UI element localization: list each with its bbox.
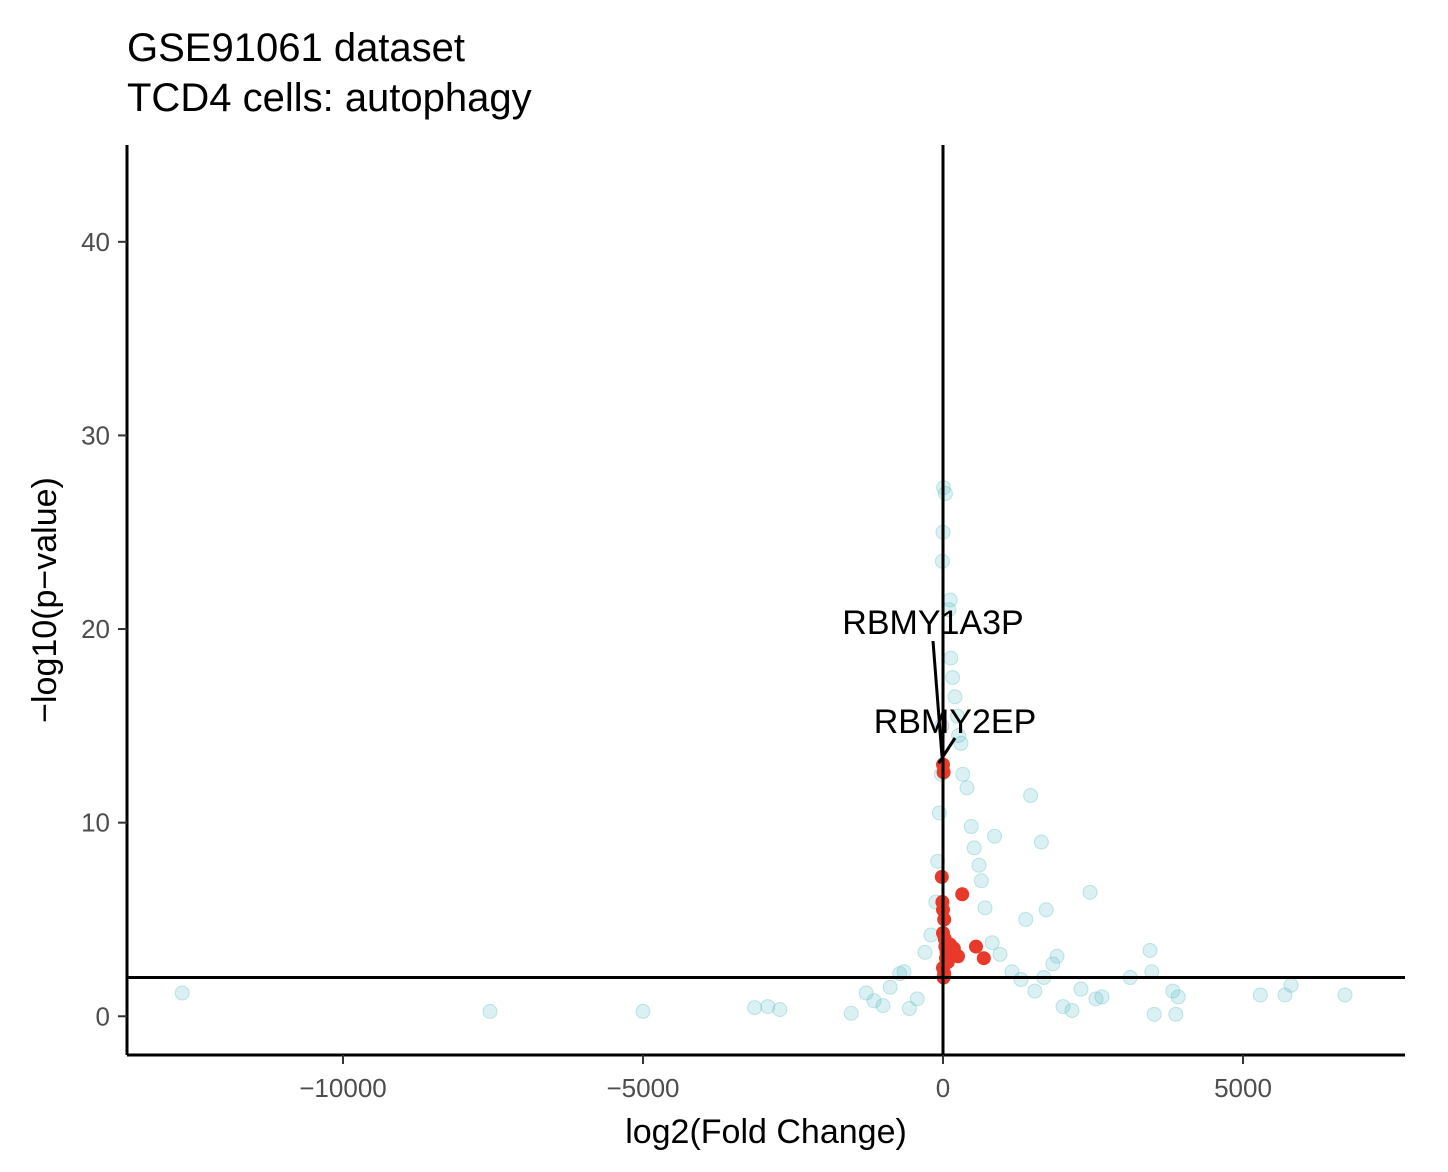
background-gene-point	[1277, 987, 1293, 1003]
highlighted-gene-point	[955, 887, 970, 902]
y-axis-title: −log10(p−value)	[26, 477, 64, 723]
highlighted-gene-point	[976, 951, 991, 966]
background-gene-point	[1146, 1006, 1162, 1022]
background-gene-point	[1055, 999, 1071, 1015]
background-gene-point	[875, 998, 891, 1014]
background-gene-point	[945, 669, 961, 685]
background-gene-point	[1045, 956, 1061, 972]
annotation-leader-line	[937, 737, 957, 765]
background-gene-point	[1049, 948, 1065, 964]
background-gene-point	[1064, 1002, 1080, 1018]
background-gene-point	[917, 944, 933, 960]
background-gene-point	[174, 985, 190, 1001]
background-gene-point	[866, 993, 882, 1009]
background-gene-point	[1023, 788, 1039, 804]
background-gene-point	[1142, 942, 1158, 958]
y-tick-label: 40	[81, 227, 110, 257]
background-gene-point	[882, 979, 898, 995]
x-tick-label: −10000	[299, 1073, 386, 1103]
gene-annotations: RBMY1A3P RBMY2EP	[842, 604, 1037, 765]
background-gene-point	[1170, 989, 1186, 1005]
background-gene-points	[174, 480, 1353, 1022]
background-gene-point	[943, 650, 959, 666]
background-gene-point	[987, 828, 1003, 844]
background-gene-point	[909, 991, 925, 1007]
background-gene-point	[949, 708, 965, 724]
background-gene-point	[937, 486, 953, 502]
background-gene-point	[930, 853, 946, 869]
x-tick-label: 5000	[1214, 1073, 1272, 1103]
background-gene-point	[1165, 983, 1181, 999]
background-gene-point	[971, 857, 987, 873]
background-gene-point	[772, 1002, 788, 1017]
axes: −10000 −5000 0 5000 0 10 20 30 40	[81, 145, 1405, 1103]
background-gene-point	[1073, 981, 1089, 997]
background-gene-point	[858, 985, 874, 1001]
x-tick-label: 0	[936, 1073, 950, 1103]
background-gene-point	[992, 946, 1008, 962]
highlighted-gene-point	[969, 939, 983, 954]
background-gene-point	[966, 840, 982, 856]
reference-lines	[127, 145, 1405, 1055]
background-gene-point	[984, 935, 1000, 951]
y-tick-label: 0	[96, 1001, 110, 1031]
x-axis-title: log2(Fold Change)	[625, 1113, 907, 1151]
background-gene-point	[1337, 987, 1353, 1003]
background-gene-point	[923, 927, 939, 943]
background-gene-point	[953, 735, 969, 751]
background-gene-point	[1283, 977, 1299, 993]
annotation-leader-line	[931, 640, 944, 757]
background-gene-point	[1033, 834, 1049, 850]
background-gene-point	[1094, 989, 1110, 1005]
background-gene-point	[1168, 1006, 1184, 1022]
highlighted-gene-point	[951, 949, 965, 964]
background-gene-point	[963, 819, 979, 835]
background-gene-point	[955, 766, 971, 782]
x-tick-label: −5000	[606, 1073, 679, 1103]
background-gene-point	[1018, 911, 1034, 927]
chart-title: GSE91061 dataset	[127, 26, 466, 70]
y-tick-label: 10	[81, 808, 110, 838]
background-gene-point	[747, 1000, 763, 1016]
background-gene-point	[977, 900, 993, 916]
chart-subtitle: TCD4 cells: autophagy	[127, 76, 532, 120]
annotation-label: RBMY1A3P	[842, 604, 1023, 642]
background-gene-point	[1082, 884, 1098, 900]
background-gene-point	[901, 1001, 917, 1017]
background-gene-point	[947, 689, 963, 705]
background-gene-point	[760, 999, 776, 1015]
annotation-label: RBMY2EP	[874, 703, 1037, 741]
background-gene-point	[959, 780, 975, 796]
background-gene-point	[843, 1005, 859, 1021]
background-gene-point	[973, 873, 989, 889]
y-tick-label: 20	[81, 614, 110, 644]
y-tick-label: 30	[81, 420, 110, 450]
background-gene-point	[1252, 987, 1268, 1003]
background-gene-point	[1088, 991, 1104, 1007]
background-gene-point	[1038, 902, 1054, 918]
background-gene-point	[635, 1003, 651, 1019]
background-gene-point	[1027, 983, 1043, 999]
background-gene-point	[482, 1003, 498, 1019]
background-gene-point	[1013, 971, 1029, 987]
